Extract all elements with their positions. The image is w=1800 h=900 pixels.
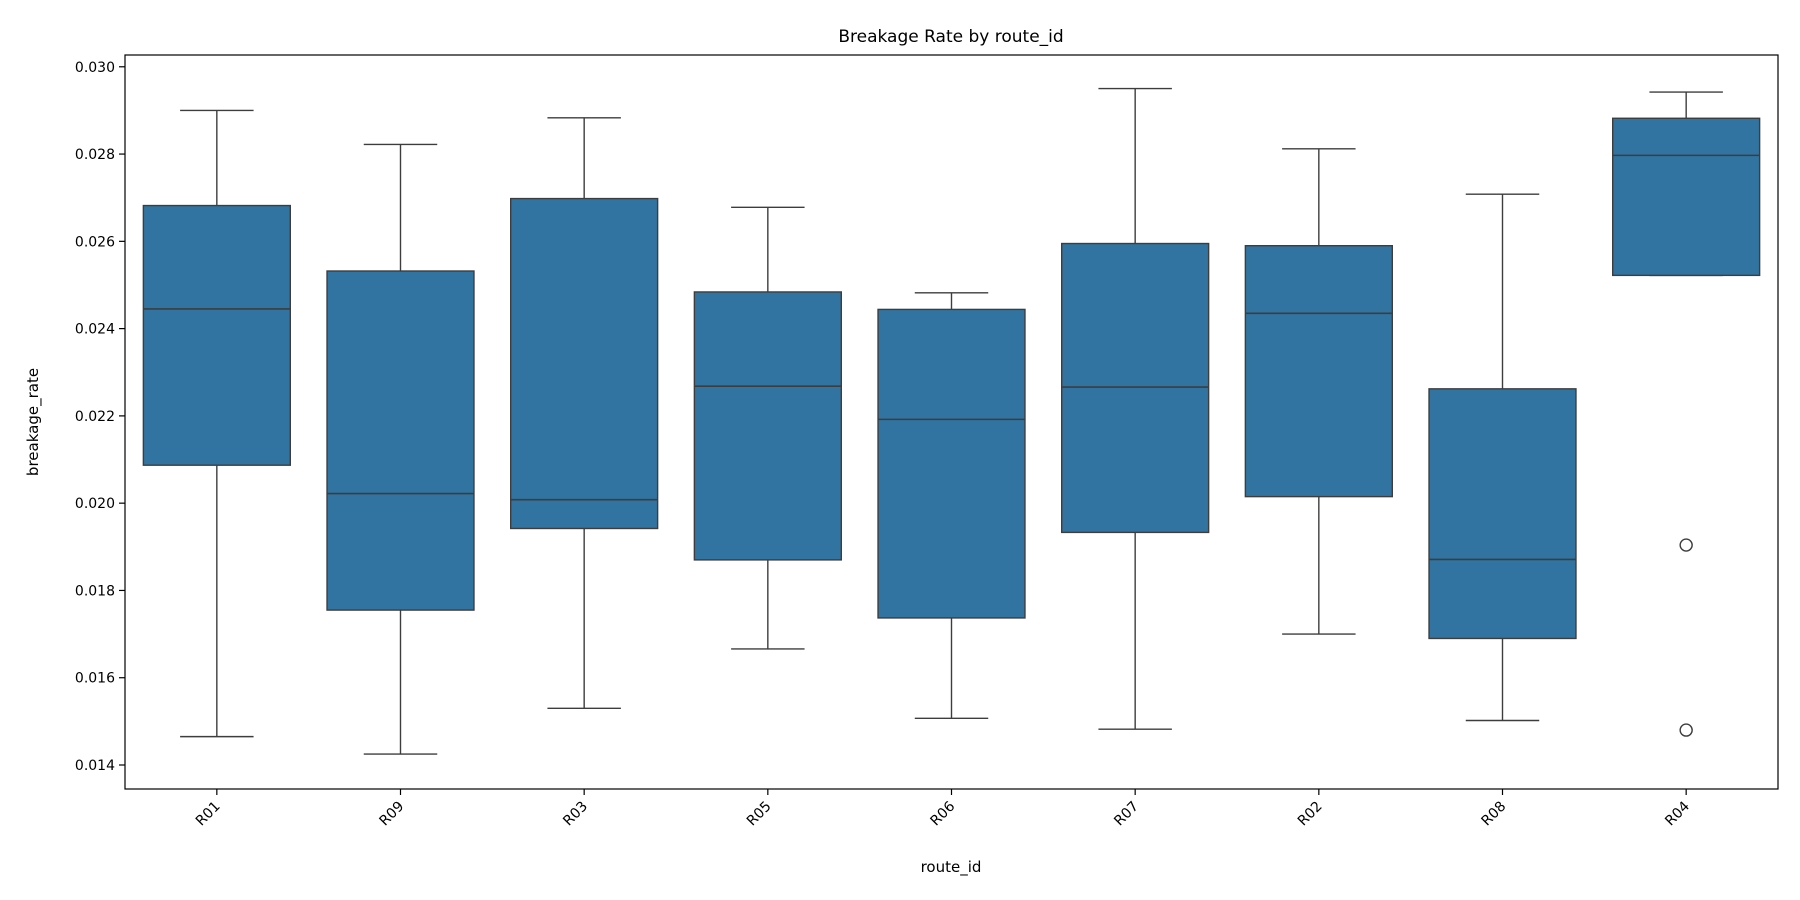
iqr-box [693, 291, 842, 561]
y-tick-label: 0.016 [75, 671, 115, 687]
box-R09 [326, 143, 475, 755]
box-R05 [693, 206, 842, 650]
outlier-point [1679, 538, 1693, 552]
y-tick-label: 0.028 [75, 147, 115, 163]
y-tick-label: 0.014 [75, 758, 115, 774]
iqr-box [510, 197, 659, 530]
y-tick-label: 0.018 [75, 583, 115, 599]
iqr-box [1611, 117, 1761, 277]
box-R01 [142, 109, 292, 738]
y-axis: 0.014 0.016 0.018 0.020 0.022 0.024 0.026 0.028… [75, 60, 125, 774]
box-R07 [1060, 87, 1210, 730]
iqr-box [142, 204, 292, 466]
iqr-box [1060, 242, 1210, 534]
y-tick-label: 0.022 [75, 409, 115, 425]
y-tick-label: 0.026 [75, 234, 115, 250]
box-R04 [1611, 91, 1761, 737]
box-R06 [877, 292, 1026, 720]
iqr-box [1428, 388, 1577, 640]
x-axis-label: route_id [921, 858, 982, 877]
iqr-box [877, 308, 1026, 619]
y-tick-label: 0.030 [75, 60, 115, 76]
box-R03 [510, 117, 659, 709]
iqr-box [1244, 245, 1394, 498]
y-tick-label: 0.024 [75, 322, 115, 338]
iqr-box [326, 270, 475, 611]
box-R08 [1428, 193, 1577, 722]
y-axis-label: breakage_rate [24, 368, 43, 476]
box-R02 [1244, 148, 1394, 635]
outlier-point [1679, 723, 1693, 737]
chart-title: Breakage Rate by route_id [838, 27, 1063, 47]
y-tick-label: 0.020 [75, 496, 115, 512]
plot-area [142, 87, 1761, 755]
